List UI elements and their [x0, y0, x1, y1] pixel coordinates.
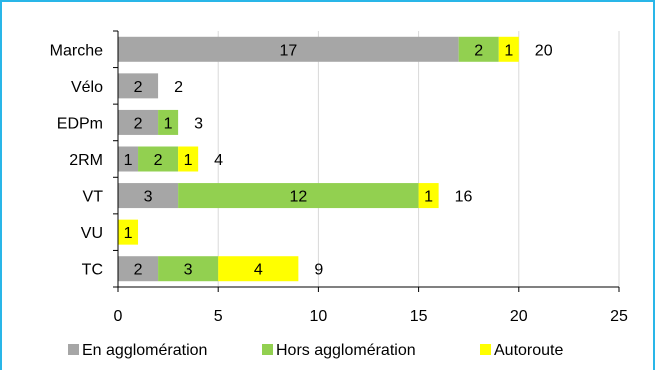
category-label: 2RM — [69, 152, 103, 169]
data-label: 2 — [474, 42, 483, 59]
data-label: 4 — [254, 262, 263, 279]
bar-segment — [178, 146, 199, 172]
data-label: 1 — [424, 189, 433, 206]
bar-segment — [118, 73, 159, 99]
axes — [113, 30, 620, 292]
total-label: 9 — [314, 262, 323, 279]
data-label: 1 — [504, 42, 513, 59]
category-label: Vélo — [71, 79, 103, 96]
bar-segment — [158, 256, 219, 282]
bar-segment — [118, 219, 139, 245]
bar-segment — [158, 109, 179, 135]
x-tick-label: 10 — [310, 308, 328, 325]
x-tick-label: 15 — [410, 308, 428, 325]
category-label: VT — [83, 189, 104, 206]
legend-swatch — [262, 344, 273, 355]
bar-segment — [138, 146, 179, 172]
legend-label: Autoroute — [494, 342, 563, 359]
legend-label: Hors agglomération — [276, 342, 416, 359]
data-label: 2 — [134, 262, 143, 279]
data-label: 3 — [184, 262, 193, 279]
bar-segment — [178, 183, 419, 209]
data-label: 3 — [144, 189, 153, 206]
x-tick-label: 0 — [114, 308, 123, 325]
total-label: 3 — [194, 115, 203, 132]
data-label: 1 — [124, 225, 133, 242]
x-tick-label: 20 — [510, 308, 528, 325]
data-label: 17 — [279, 42, 297, 59]
data-label: 2 — [134, 115, 143, 132]
bars — [118, 36, 519, 282]
bar-segment — [118, 146, 139, 172]
category-label: TC — [82, 262, 103, 279]
bar-segment — [118, 109, 159, 135]
bar-segment — [218, 256, 299, 282]
bar-segment — [118, 183, 179, 209]
data-label: 1 — [164, 115, 173, 132]
data-label: 1 — [184, 152, 193, 169]
bar-segment — [458, 36, 499, 62]
data-label: 2 — [134, 79, 143, 96]
gridlines — [217, 31, 620, 287]
bar-segment — [118, 36, 459, 62]
total-label: 20 — [535, 42, 553, 59]
data-label: 12 — [289, 189, 307, 206]
category-label: Marche — [50, 42, 103, 59]
legend-swatch — [480, 344, 491, 355]
legend: En agglomération Hors agglomération Autoro… — [68, 342, 563, 359]
bar-segment — [418, 183, 439, 209]
total-label: 2 — [174, 79, 183, 96]
legend-label: En agglomération — [82, 342, 207, 359]
category-label: EDPm — [57, 115, 103, 132]
total-label: 4 — [214, 152, 223, 169]
bar-segment — [118, 256, 159, 282]
bar-segment — [498, 36, 519, 62]
category-label: VU — [81, 225, 103, 242]
data-label: 2 — [154, 152, 163, 169]
x-tick-label: 25 — [610, 308, 628, 325]
legend-swatch — [68, 344, 79, 355]
total-label: 16 — [455, 189, 473, 206]
x-tick-label: 5 — [214, 308, 223, 325]
data-label: 1 — [124, 152, 133, 169]
